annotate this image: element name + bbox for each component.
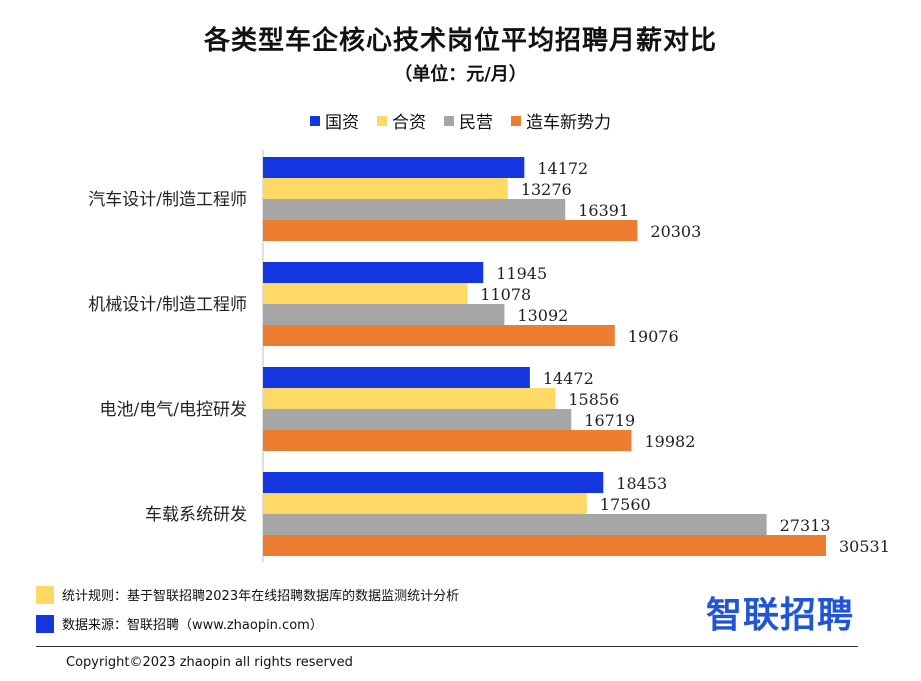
legend-swatch	[444, 115, 454, 126]
legend-label: 国资	[325, 113, 359, 133]
legend-swatch	[511, 115, 521, 126]
bar	[263, 325, 615, 346]
category-label: 机械设计/制造工程师	[88, 295, 247, 315]
data-label: 11945	[496, 264, 547, 283]
legend-label: 造车新势力	[526, 113, 611, 133]
bar	[263, 493, 587, 514]
legend-item-guozi: 国资	[310, 108, 359, 133]
bar	[263, 388, 556, 409]
legend-label: 合资	[392, 113, 426, 133]
data-label: 11078	[480, 285, 531, 304]
zhaopin-logo: 智联招聘	[706, 595, 855, 636]
bar	[263, 514, 767, 535]
bar	[263, 472, 604, 493]
bar	[263, 262, 484, 283]
legend: 国资 合资 民营 造车新势力	[0, 108, 921, 133]
data-label: 15856	[568, 390, 619, 409]
data-label: 17560	[600, 495, 651, 514]
legend-swatch	[377, 115, 387, 126]
chart-title: 各类型车企核心技术岗位平均招聘月薪对比	[203, 26, 717, 56]
footer-note-rule: 统计规则：基于智联招聘2023年在线招聘数据库的数据监测统计分析	[36, 585, 459, 604]
note-swatch	[36, 585, 54, 604]
bar	[263, 367, 530, 388]
bar	[263, 409, 572, 430]
bar	[263, 283, 468, 304]
bar	[263, 304, 505, 325]
data-label: 16391	[578, 201, 629, 220]
copyright: Copyright©2023 zhaopin all rights reserv…	[66, 655, 353, 670]
legend-item-hezi: 合资	[377, 108, 426, 133]
footer-note-source: 数据来源：智联招聘（www.zhaopin.com）	[36, 614, 323, 633]
category-label: 电池/电气/电控研发	[100, 400, 247, 420]
data-label: 20303	[650, 222, 701, 241]
data-label: 27313	[780, 516, 831, 535]
data-label: 18453	[616, 474, 667, 493]
bar	[263, 157, 525, 178]
bar	[263, 178, 508, 199]
data-label: 13276	[521, 180, 572, 199]
category-label: 车载系统研发	[145, 505, 247, 525]
bar	[263, 430, 632, 451]
bar	[263, 199, 566, 220]
data-label: 14472	[543, 369, 594, 388]
data-label: 16719	[584, 411, 635, 430]
chart-subtitle: （单位：元/月）	[394, 64, 527, 85]
legend-item-minying: 民营	[444, 108, 493, 133]
data-label: 13092	[517, 306, 568, 325]
legend-swatch	[310, 115, 320, 126]
legend-label: 民营	[459, 113, 493, 133]
bar	[263, 220, 638, 241]
legend-item-xinshili: 造车新势力	[511, 108, 611, 133]
data-label: 19076	[628, 327, 679, 346]
data-label: 30531	[839, 537, 890, 556]
bar	[263, 535, 826, 556]
note-swatch	[36, 614, 54, 633]
data-label: 14172	[537, 159, 588, 178]
data-label: 19982	[644, 432, 695, 451]
footer-divider	[36, 646, 858, 647]
footer-note-text: 统计规则：基于智联招聘2023年在线招聘数据库的数据监测统计分析	[62, 589, 460, 604]
category-label: 汽车设计/制造工程师	[88, 190, 247, 210]
footer-note-text: 数据来源：智联招聘（www.zhaopin.com）	[62, 618, 323, 633]
